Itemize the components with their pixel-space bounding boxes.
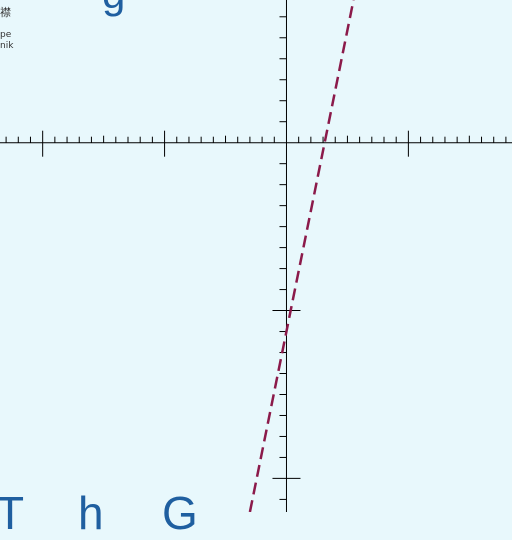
chart-canvas [0,0,512,512]
big-label-h: h [78,487,104,539]
corner-glyph: 襟 [0,6,11,19]
big-label-g2: G [162,487,198,539]
big-label-t: T [0,487,25,539]
corner-text-1: pe [0,30,12,40]
corner-text-2: nik [0,41,14,51]
series-group [248,0,355,512]
series-line-0 [248,0,355,512]
axes [0,0,512,512]
big-label-g: g [102,0,125,18]
